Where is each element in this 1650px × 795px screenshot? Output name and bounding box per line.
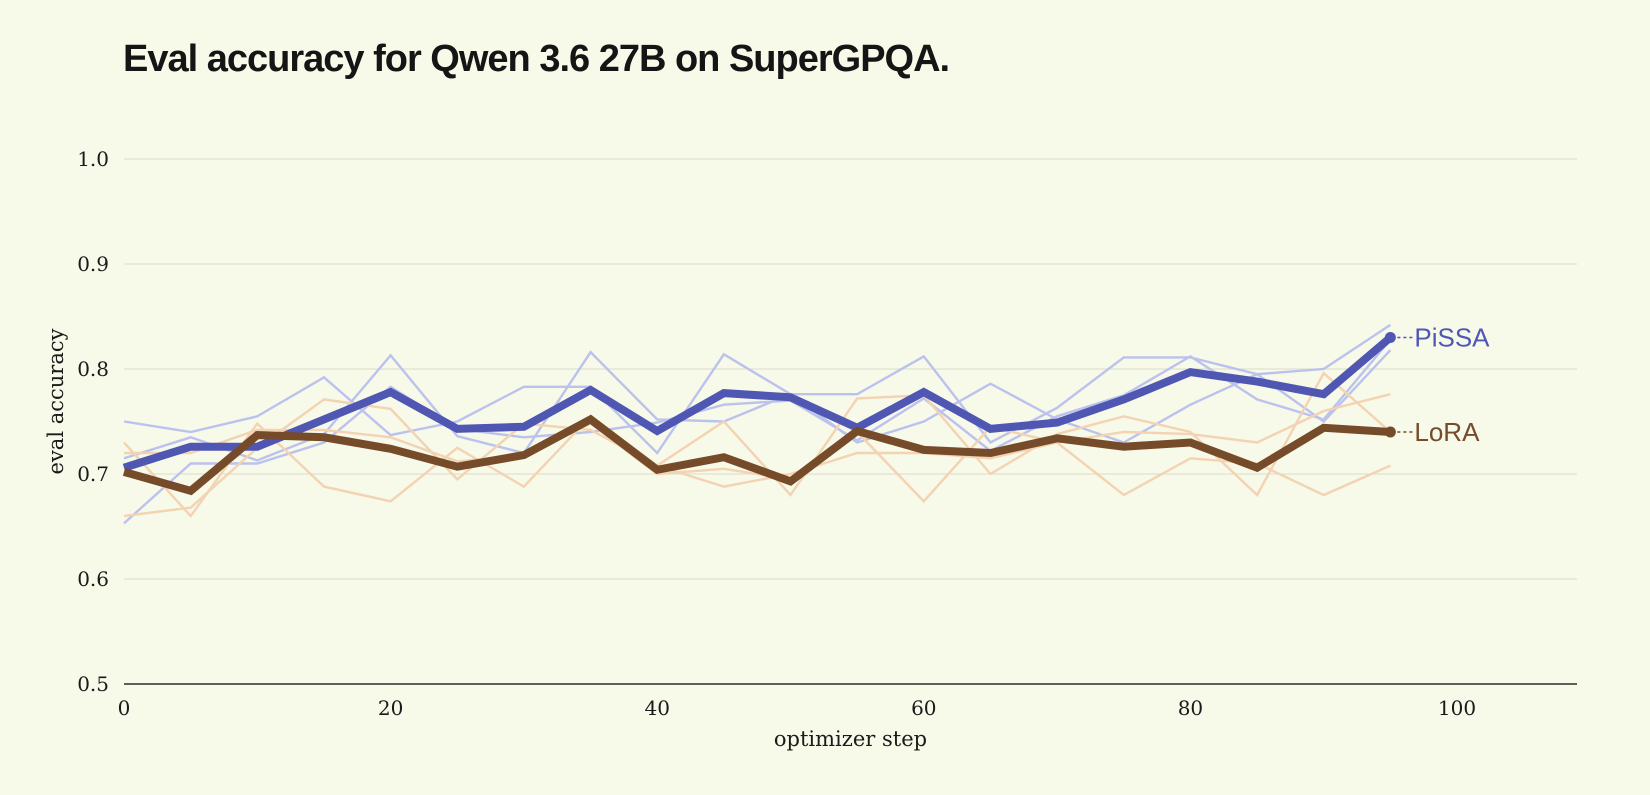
y-axis-label: eval accuracy (44, 328, 68, 474)
lora-series-label: LoRA (1414, 417, 1480, 447)
chart-title: Eval accuracy for Qwen 3.6 27B on SuperG… (123, 38, 950, 80)
lora-run-line (124, 393, 1391, 504)
lora-mean-line (122, 414, 1391, 496)
lora-run-line (123, 371, 1392, 518)
pissa-endpoint (1384, 332, 1396, 343)
y-tick-label: 0.8 (77, 357, 109, 381)
pissa-run-line (123, 338, 1392, 525)
y-tick-label: 0.6 (77, 567, 109, 591)
y-tick-label: 0.5 (77, 672, 109, 696)
pissa-run-line (123, 323, 1392, 455)
y-tick-label: 0.9 (77, 252, 109, 276)
x-tick-label: 100 (1438, 696, 1476, 720)
x-tick-label: 60 (911, 696, 936, 720)
x-tick-label: 0 (118, 696, 131, 720)
x-tick-label: 20 (378, 696, 403, 720)
lora-run-line (123, 398, 1391, 518)
lora-endpoint (1384, 426, 1396, 438)
pissa-run-line (123, 349, 1392, 462)
y-tick-label: 1.0 (77, 147, 109, 171)
pissa-series-label: PiSSA (1414, 323, 1490, 353)
pissa-mean-line (122, 334, 1393, 472)
y-tick-label: 0.7 (77, 462, 109, 486)
x-tick-label: 40 (644, 696, 669, 720)
x-axis-label: optimizer step (774, 727, 927, 751)
x-tick-label: 80 (1178, 696, 1203, 720)
